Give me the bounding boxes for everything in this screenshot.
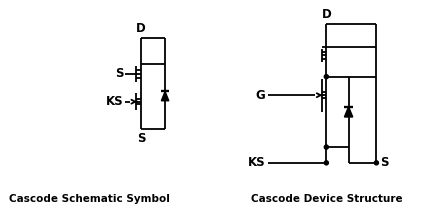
Text: G: G (255, 89, 265, 102)
Text: Cascode Schematic Symbol: Cascode Schematic Symbol (9, 194, 169, 204)
Text: KS: KS (248, 156, 265, 169)
Polygon shape (162, 92, 169, 101)
Text: S: S (380, 156, 389, 169)
Circle shape (375, 161, 378, 165)
Circle shape (324, 75, 328, 79)
Polygon shape (344, 107, 353, 117)
Text: KS: KS (106, 95, 124, 108)
Circle shape (324, 145, 328, 149)
Text: S: S (115, 67, 124, 80)
Text: D: D (136, 22, 146, 35)
Text: S: S (137, 132, 145, 145)
Circle shape (324, 161, 328, 165)
Text: Cascode Device Structure: Cascode Device Structure (251, 194, 402, 204)
Text: D: D (321, 8, 331, 21)
